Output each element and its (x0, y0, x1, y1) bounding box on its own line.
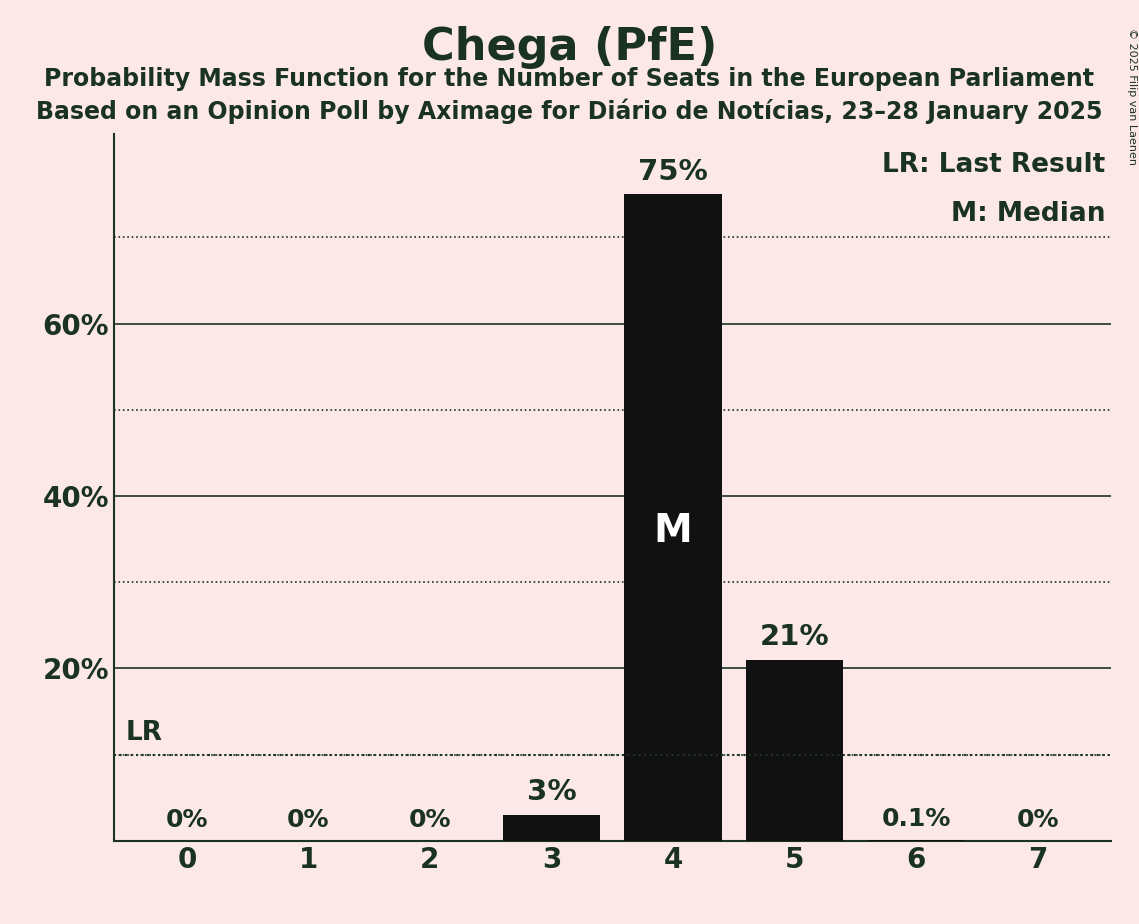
Text: Based on an Opinion Poll by Aximage for Diário de Notícias, 23–28 January 2025: Based on an Opinion Poll by Aximage for … (36, 99, 1103, 125)
Text: Probability Mass Function for the Number of Seats in the European Parliament: Probability Mass Function for the Number… (44, 67, 1095, 91)
Text: LR: LR (126, 720, 163, 746)
Text: 75%: 75% (638, 158, 707, 186)
Text: 0.1%: 0.1% (882, 808, 951, 832)
Text: 0%: 0% (287, 808, 329, 833)
Bar (502, 815, 600, 841)
Text: M: Median: M: Median (951, 201, 1106, 227)
Bar (624, 194, 722, 841)
Text: © 2025 Filip van Laenen: © 2025 Filip van Laenen (1126, 28, 1137, 164)
Text: 0%: 0% (409, 808, 451, 833)
Text: 21%: 21% (760, 623, 829, 651)
Text: Chega (PfE): Chega (PfE) (421, 26, 718, 69)
Text: 0%: 0% (1016, 808, 1059, 833)
Bar (746, 660, 843, 841)
Text: M: M (654, 512, 693, 550)
Text: LR: Last Result: LR: Last Result (883, 152, 1106, 177)
Text: 3%: 3% (526, 778, 576, 807)
Text: 0%: 0% (165, 808, 208, 833)
